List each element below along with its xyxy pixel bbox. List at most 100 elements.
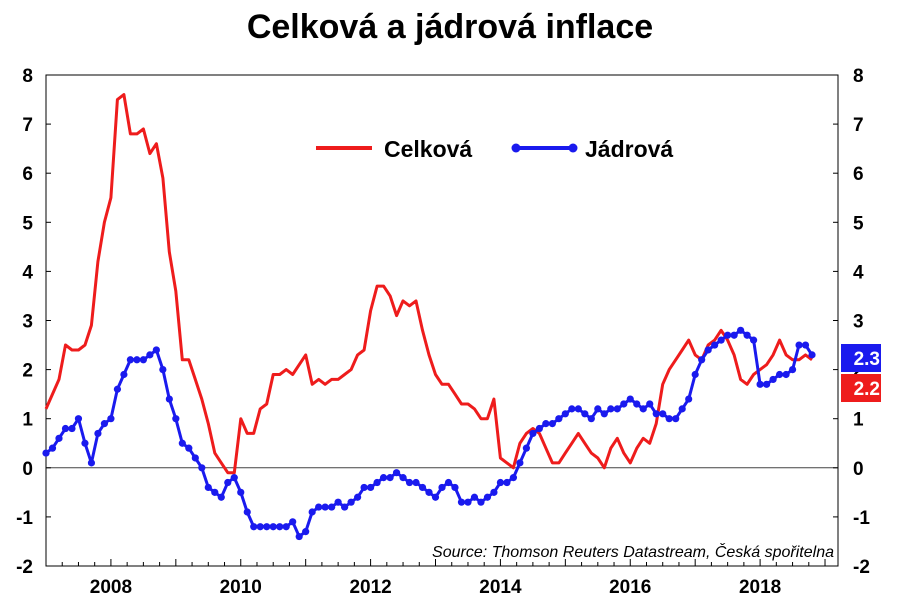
data-point	[516, 459, 524, 467]
data-point	[438, 483, 446, 492]
data-point	[61, 424, 70, 433]
value-badge-label: 2.2	[854, 379, 880, 400]
data-point	[386, 474, 394, 482]
y-tick-label-right: -1	[853, 508, 870, 529]
data-point	[775, 370, 784, 379]
y-tick-label-right: -2	[853, 557, 870, 578]
data-point	[535, 424, 543, 433]
y-tick-label-right: 3	[853, 312, 864, 333]
value-badge	[841, 374, 881, 402]
data-point	[269, 523, 277, 531]
data-point	[626, 395, 634, 403]
data-point	[490, 488, 498, 496]
data-point	[704, 346, 712, 354]
y-tick-label-left: 2	[22, 361, 33, 382]
data-point	[503, 478, 511, 487]
data-point	[691, 370, 699, 379]
data-point	[782, 370, 790, 379]
y-tick-label-right: 7	[853, 115, 864, 136]
data-point	[477, 498, 485, 506]
data-point	[698, 356, 706, 364]
data-point	[152, 346, 160, 354]
data-point	[379, 474, 388, 482]
data-point	[256, 523, 264, 531]
data-point	[639, 405, 647, 413]
data-point	[146, 351, 154, 359]
data-point	[607, 405, 615, 413]
y-tick-label-right: 6	[853, 164, 864, 185]
y-tick-label-right: 0	[853, 459, 864, 480]
y-tick-label-left: -1	[16, 508, 33, 529]
data-point	[392, 469, 401, 477]
data-point	[94, 429, 102, 438]
y-tick-label-right: 1	[853, 410, 864, 431]
data-point	[295, 532, 303, 541]
data-point	[620, 400, 628, 408]
data-point	[561, 410, 569, 418]
y-tick-label-left: 6	[22, 164, 33, 185]
y-tick-label-left: 0	[22, 459, 33, 480]
data-point	[737, 326, 745, 334]
data-point	[334, 498, 342, 506]
data-point	[464, 498, 472, 506]
data-point	[795, 341, 803, 349]
data-point	[178, 439, 186, 447]
data-point	[581, 410, 589, 418]
data-point	[762, 380, 771, 388]
y-tick-label-left: 4	[22, 262, 33, 283]
data-point	[444, 478, 453, 487]
data-point	[172, 415, 180, 423]
data-point	[74, 415, 83, 423]
data-point	[470, 493, 479, 501]
data-point	[665, 415, 673, 423]
data-point	[165, 395, 173, 403]
legend-marker-jadrova	[568, 143, 578, 153]
data-point	[308, 508, 316, 516]
data-point	[574, 405, 582, 413]
end-value-labels: 2.32.2	[841, 344, 881, 402]
data-point	[801, 341, 810, 349]
data-point	[315, 503, 323, 511]
data-point	[678, 405, 686, 413]
data-point	[48, 444, 57, 452]
series-line	[44, 93, 813, 475]
data-point	[652, 410, 660, 418]
legend-label-celkova: Celková	[384, 136, 472, 162]
data-point	[750, 336, 758, 344]
data-point	[107, 415, 115, 423]
data-point	[587, 415, 595, 423]
data-point	[289, 518, 297, 526]
data-point	[711, 341, 719, 349]
y-tick-label-right: 5	[853, 213, 864, 234]
y-tick-label-left: 7	[22, 115, 33, 136]
x-tick-label: 2008	[90, 577, 132, 598]
data-point	[191, 454, 199, 462]
data-point	[418, 483, 427, 492]
value-badge-label: 2.3	[854, 349, 880, 370]
data-point	[672, 415, 680, 423]
data-point	[100, 420, 109, 428]
data-point	[217, 493, 225, 501]
y-tick-label-left: 3	[22, 312, 33, 333]
chart-title: Celková a jádrová inflace	[246, 8, 654, 46]
data-point	[483, 493, 492, 501]
data-point	[282, 523, 290, 531]
data-point	[321, 503, 329, 511]
x-tick-label: 2014	[479, 577, 522, 598]
data-point	[399, 474, 407, 482]
y-axis-left: -2 -1 0 1 2 3 4 5 6 7 8	[16, 66, 51, 578]
data-point	[347, 498, 355, 506]
data-point	[328, 503, 336, 511]
data-point	[594, 405, 602, 413]
data-point	[555, 415, 563, 423]
y-tick-label-left: 8	[22, 66, 33, 87]
y-tick-label-right: 4	[853, 262, 864, 283]
data-point	[139, 356, 147, 364]
data-point	[659, 410, 667, 418]
data-point	[451, 483, 459, 492]
series-line	[45, 328, 814, 538]
data-point	[633, 400, 641, 408]
data-point	[237, 488, 245, 496]
data-point	[68, 424, 76, 433]
